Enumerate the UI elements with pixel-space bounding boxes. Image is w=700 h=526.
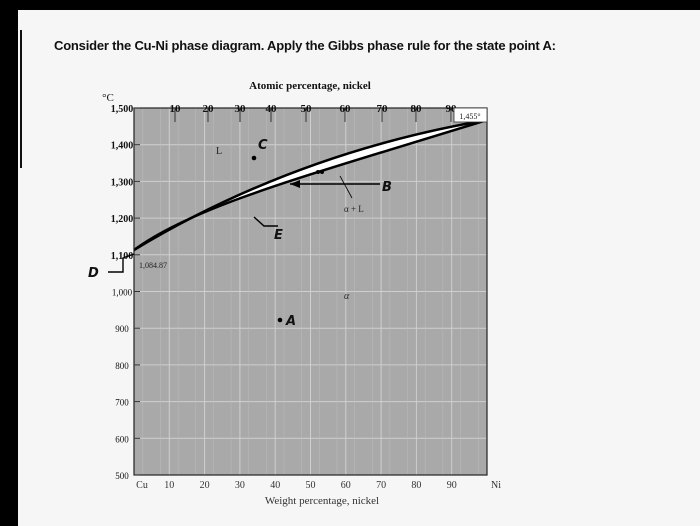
tie-line-liquidus-dot-2	[320, 170, 324, 174]
margin-rule	[20, 30, 22, 168]
x-tick-label: 40	[270, 480, 280, 491]
top-axis-title: Atomic percentage, nickel	[249, 80, 371, 92]
y-tick-label: 800	[115, 361, 129, 371]
point-b-label: B	[382, 180, 392, 195]
y-tick-label: 700	[115, 398, 129, 408]
point-b-leader	[339, 175, 353, 199]
question-text: Consider the Cu-Ni phase diagram. Apply …	[54, 38, 556, 53]
y-tick-label: 500	[115, 471, 129, 481]
ni-melting-box	[453, 107, 488, 123]
point-c-label: C	[258, 138, 268, 153]
cu-melting-label: 1,084.87	[139, 261, 167, 270]
y-tick-label: 600	[115, 434, 129, 444]
cu-ni-phase-diagram: Atomic percentage, nickel 10 20 30 40 50 60 70…	[88, 80, 501, 507]
top-axis-ticks: 10 20 30 40 50 60 70 80 90	[170, 103, 457, 122]
point-a-marker	[277, 317, 283, 323]
point-d-label: D	[88, 266, 99, 281]
x-tick-label: 50	[306, 480, 316, 491]
point-e-leader	[253, 216, 278, 227]
y-axis-unit: °C	[102, 92, 114, 104]
y-tick-label: 1,200	[111, 214, 134, 225]
y-axis-ticks: 1,500 1,400 1,300 1,200 1,100 1,000 900 800 700 6…	[111, 104, 140, 481]
tie-line-liquidus-dot	[316, 170, 320, 174]
left-border	[10, 10, 18, 526]
y-tick-label: 1,100	[111, 251, 134, 262]
ni-melting-label: 1,455°	[459, 112, 480, 121]
y-tick-label: 900	[115, 324, 129, 334]
x-tick-label: Ni	[491, 480, 501, 491]
liquid-region-label: L	[216, 146, 222, 157]
point-d-leader	[108, 253, 135, 273]
solid-region-label: α	[344, 291, 350, 302]
x-tick-label: 80	[411, 480, 421, 491]
solidus-curve	[133, 118, 488, 252]
x-tick-label: 30	[235, 480, 245, 491]
y-tick-label: 1,000	[112, 288, 133, 298]
point-c-marker	[251, 155, 257, 161]
x-tick-label: 90	[447, 480, 457, 491]
x-tick-label: 10	[164, 480, 174, 491]
point-e-label: E	[274, 228, 283, 243]
x-tick-label: 60	[341, 480, 351, 491]
two-phase-region-label: α + L	[344, 204, 364, 214]
x-tick-label: 70	[376, 480, 386, 491]
tie-line-left-arrow	[290, 180, 300, 188]
worksheet: Consider the Cu-Ni phase diagram. Apply …	[10, 10, 700, 526]
y-tick-label: 1,500	[111, 104, 134, 115]
point-a-label: A	[285, 314, 296, 329]
y-tick-label: 1,400	[111, 141, 134, 152]
x-tick-label: Cu	[136, 480, 148, 491]
bottom-axis-title: Weight percentage, nickel	[265, 495, 379, 507]
x-tick-label: 20	[200, 480, 210, 491]
y-tick-label: 1,300	[111, 177, 134, 188]
bottom-axis-ticks: Cu 10 20 30 40 50 60 70 80 90 Ni	[136, 480, 501, 491]
